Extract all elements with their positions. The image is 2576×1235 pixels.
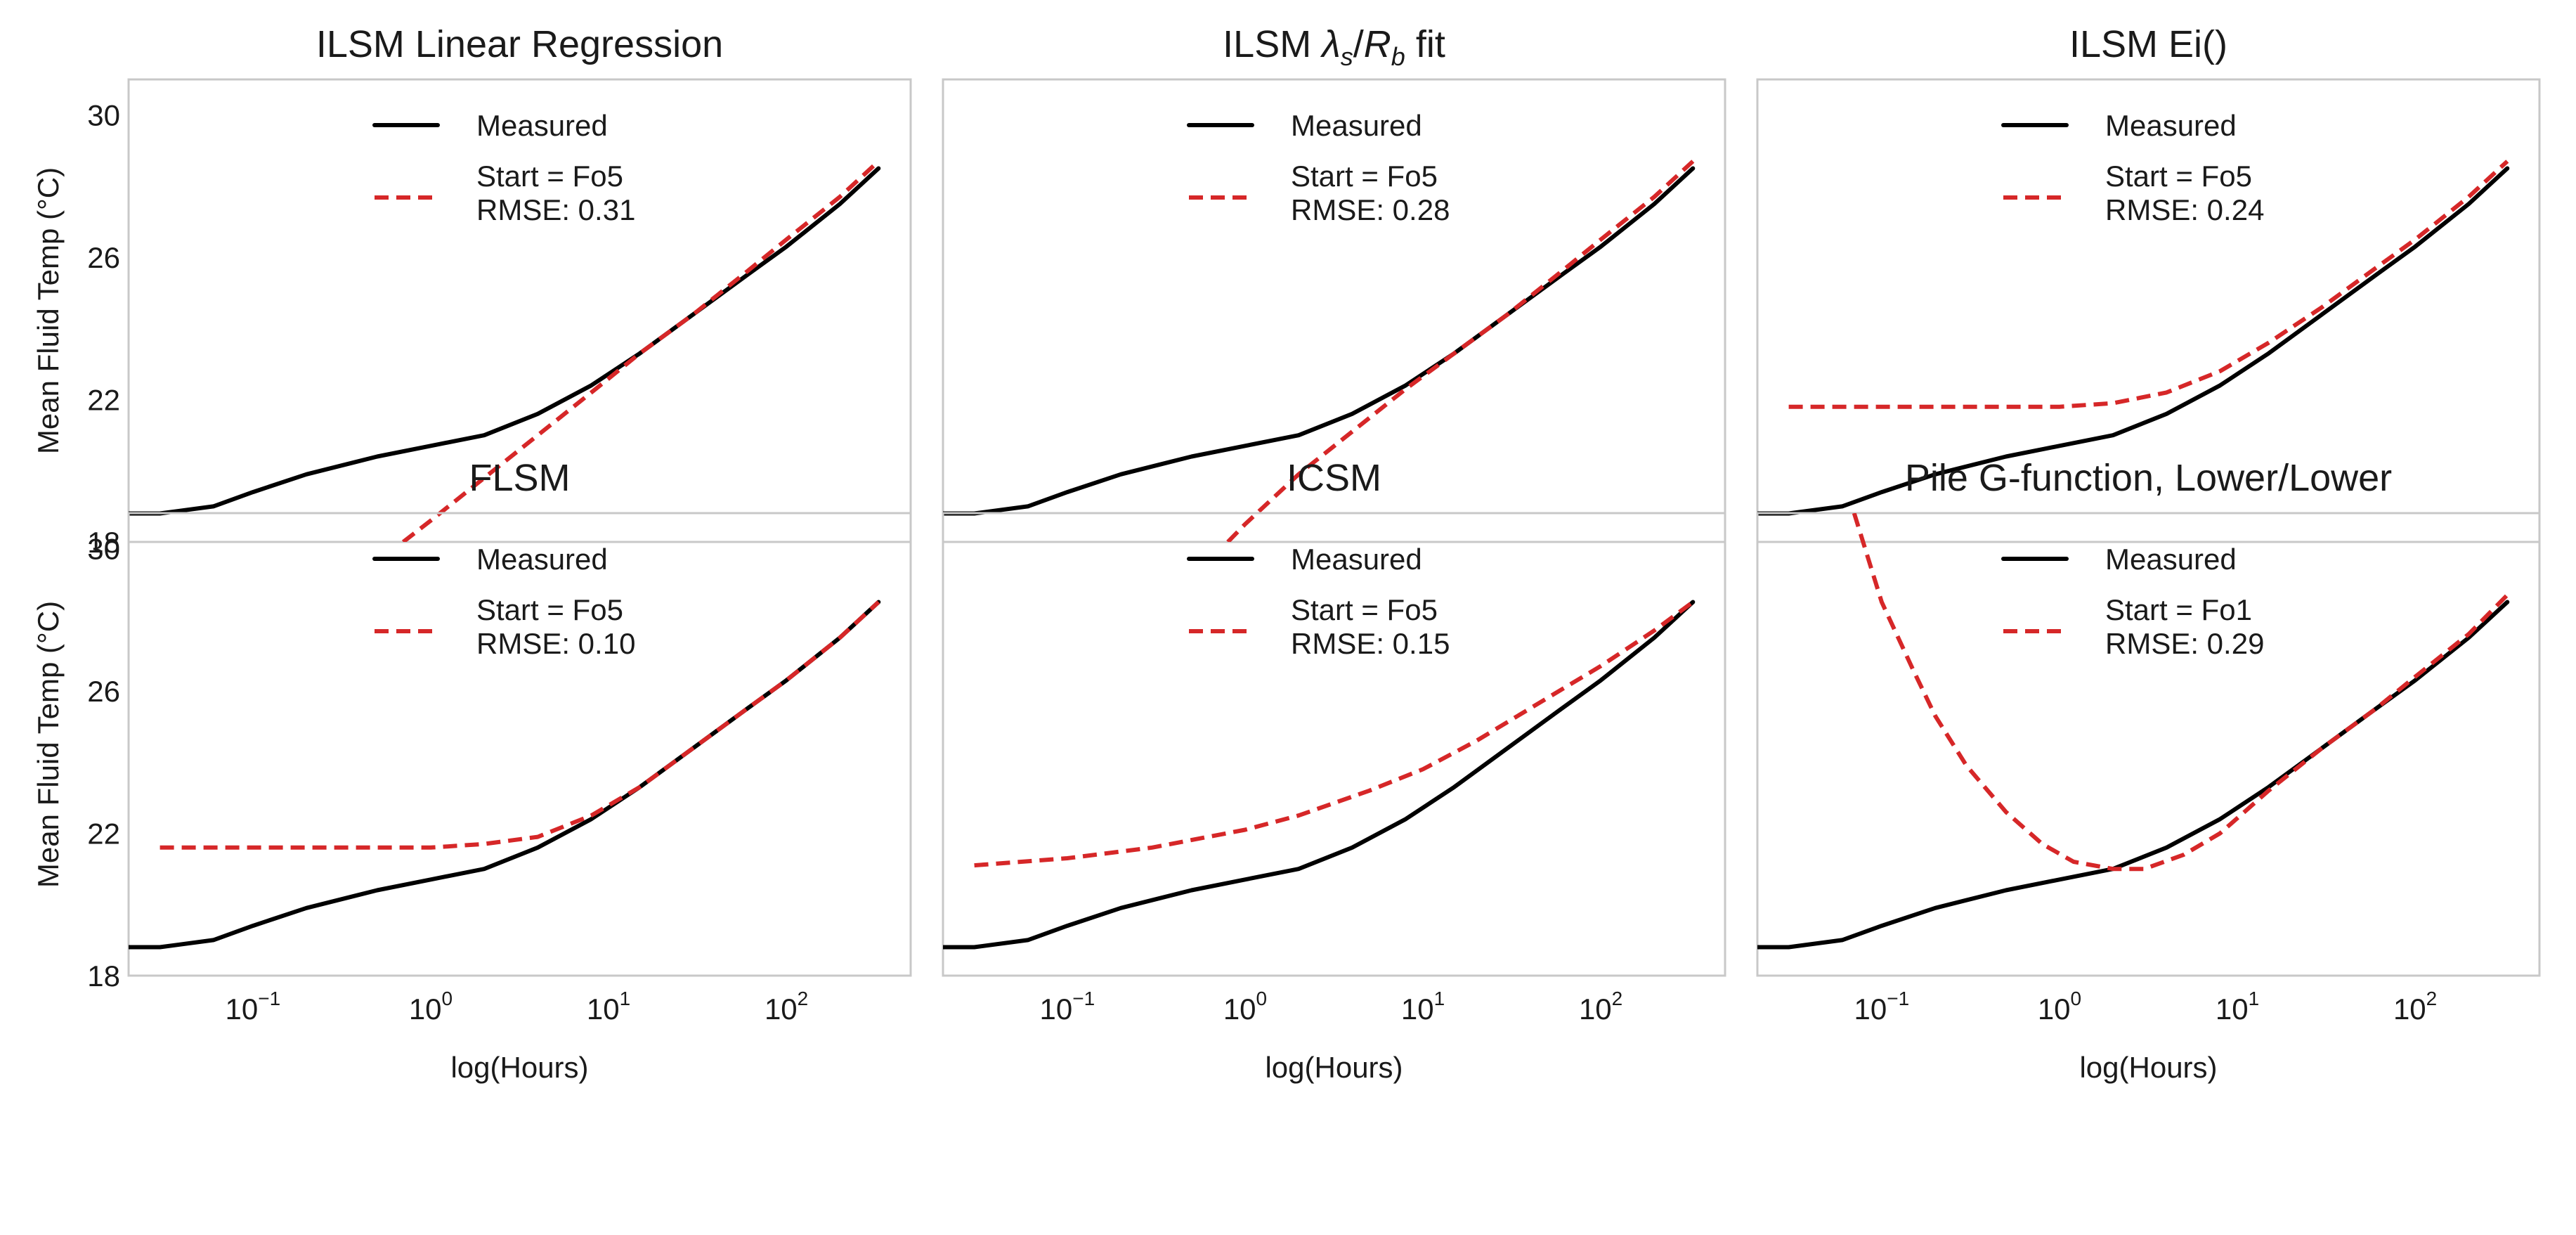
- panel-title: Pile G-function, Lower/Lower: [1905, 457, 2392, 499]
- panel-title: FLSM: [469, 457, 570, 499]
- fit-line: [1788, 160, 2509, 409]
- x-axis-label: log(Hours): [2079, 1051, 2217, 1084]
- x-tick-label: 102: [2393, 988, 2437, 1026]
- x-tick-label: 101: [587, 988, 630, 1026]
- measured-line: [1757, 600, 2510, 950]
- x-tick-label: 10−1: [1040, 988, 1095, 1026]
- x-tick-label: 101: [1401, 988, 1445, 1026]
- y-tick-label: 26: [87, 241, 120, 274]
- x-tick-label: 102: [765, 988, 808, 1026]
- plot-frame: [1756, 512, 2541, 977]
- panel-3: ILSM Ei() Measured Start = Fo5 RMSE: 0.24: [1756, 23, 2541, 543]
- y-axis-label: Mean Fluid Temp (°C): [32, 167, 65, 454]
- panel-title: ILSM Linear Regression: [316, 23, 723, 65]
- legend-measured-label: Measured: [2105, 543, 2237, 576]
- y-axis-label: Mean Fluid Temp (°C): [32, 601, 65, 888]
- fit-line: [160, 600, 880, 850]
- x-tick-label: 10−1: [226, 988, 281, 1026]
- y-tick-label: 22: [87, 384, 120, 417]
- panel-title: ICSM: [1287, 457, 1381, 499]
- x-tick-label: 101: [2216, 988, 2259, 1026]
- legend-fit-label: Start = Fo5 RMSE: 0.24: [2105, 160, 2264, 226]
- legend-fit-label: Start = Fo1 RMSE: 0.29: [2105, 593, 2264, 660]
- panel-title: ILSM Ei(): [2069, 23, 2227, 65]
- x-tick-label: 100: [2038, 988, 2081, 1026]
- legend-measured-label: Measured: [476, 543, 608, 576]
- y-tick-label: 26: [87, 675, 120, 708]
- fit-line: [974, 600, 1695, 868]
- legend-fit-label: Start = Fo5 RMSE: 0.15: [1291, 593, 1450, 660]
- fit-line: [1852, 513, 2509, 872]
- measured-line: [943, 600, 1696, 950]
- plot-frame: [127, 78, 912, 543]
- panel-2: ILSM λs/Rb fit Measured Start = Fo5 RMSE: 0…: [942, 23, 1726, 543]
- fit-line: [401, 160, 880, 542]
- x-axis-label: log(Hours): [450, 1051, 588, 1084]
- x-tick-label: 102: [1579, 988, 1622, 1026]
- plot-frame: [942, 78, 1726, 543]
- legend-measured-label: Measured: [1291, 109, 1422, 142]
- x-tick-label: 10−1: [1854, 988, 1910, 1026]
- panel-1: ILSM Linear Regression Measured Start = Fo…: [32, 23, 912, 559]
- legend-fit-label: Start = Fo5 RMSE: 0.10: [476, 593, 635, 660]
- x-axis-label: log(Hours): [1265, 1051, 1403, 1084]
- legend-fit-label: Start = Fo5 RMSE: 0.28: [1291, 160, 1450, 226]
- y-tick-label: 18: [87, 526, 120, 559]
- measured-line: [129, 600, 881, 950]
- panel-4: FLSM Measured Start = Fo5 RMSE: 0.10 18 22 26 3…: [32, 457, 912, 1084]
- measured-line: [943, 166, 1696, 516]
- y-tick-label: 30: [87, 99, 120, 132]
- legend-fit-label: Start = Fo5 RMSE: 0.31: [476, 160, 635, 226]
- measured-line: [1757, 166, 2510, 516]
- x-tick-label: 100: [409, 988, 453, 1026]
- plot-frame: [1756, 78, 2541, 543]
- fit-line: [1226, 160, 1695, 542]
- plot-frame: [127, 512, 912, 977]
- measured-line: [129, 166, 881, 516]
- y-tick-label: 30: [87, 533, 120, 566]
- y-tick-label: 18: [87, 959, 120, 992]
- x-tick-label: 100: [1223, 988, 1267, 1026]
- panel-title: ILSM λs/Rb fit: [1223, 23, 1445, 71]
- y-tick-label: 22: [87, 817, 120, 851]
- plot-frame: [942, 512, 1726, 977]
- legend-measured-label: Measured: [2105, 109, 2237, 142]
- legend-measured-label: Measured: [476, 109, 608, 142]
- panel-5: ICSM Measured Start = Fo5 RMSE: 0.15 10−1 100…: [942, 457, 1726, 1084]
- panel-6: Pile G-function, Lower/Lower Measured Star…: [1756, 457, 2541, 1084]
- legend-measured-label: Measured: [1291, 543, 1422, 576]
